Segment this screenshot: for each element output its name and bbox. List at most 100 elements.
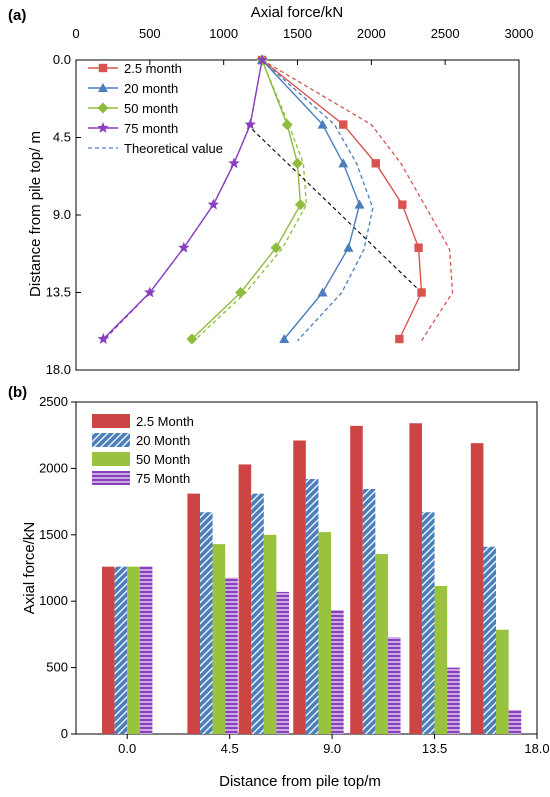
chart-b-bar [483, 546, 497, 734]
chart-a-data-point [97, 333, 110, 344]
chart-a-data-point [144, 286, 156, 298]
chart-a-legend-label: 75 month [124, 121, 178, 136]
chart-b-bar [350, 425, 363, 734]
chart-b-legend-label: 75 Month [136, 471, 190, 486]
chart-a-y-axis-title: Distance from pile top/ m [27, 131, 44, 297]
chart-a-x-tick-label: 3000 [505, 26, 534, 41]
chart-b-x-axis: 0.0 4.5 9.0 13.5 18.0 [118, 734, 550, 756]
chart-a-y-tick-label: 18.0 [46, 362, 71, 377]
chart-a-legend-marker [98, 63, 108, 73]
chart-a-data-point [178, 241, 190, 253]
chart-b-bar [387, 637, 401, 734]
chart-b-bar [375, 554, 388, 734]
chart-a-data-point [339, 120, 348, 129]
chart-b-bar [362, 488, 376, 734]
chart-b-bar [447, 667, 460, 734]
chart-b-bar [212, 544, 226, 734]
chart-a-series-line [261, 59, 361, 340]
chart-a-data-point [281, 119, 293, 131]
chart-a-data-point [317, 119, 328, 129]
chart-a-reference-line [246, 124, 422, 293]
chart-a-data-point [292, 157, 303, 169]
chart-b-legend-swatch [92, 433, 130, 447]
chart-a-legend-label: 2.5 month [124, 61, 182, 76]
chart-a-theoretical-line [193, 59, 308, 342]
chart-a-x-axis-title: Axial force/kN [251, 4, 344, 21]
chart-a-y-tick-label: 4.5 [53, 130, 71, 145]
chart-a-data-point [398, 200, 407, 209]
chart-b-y-axis-title: Axial force/kN [21, 522, 38, 615]
chart-a-y-tick-label: 0.0 [53, 52, 71, 67]
chart-b-bar [187, 493, 200, 734]
chart-a-x-tick-label: 2500 [431, 26, 460, 41]
chart-a-x-axis: 0 500 1000 1500 2000 2500 3000 [72, 26, 533, 65]
chart-b-bar [263, 534, 277, 734]
chart-b-legend-swatch [92, 414, 130, 428]
chart-b-x-tick-label: 4.5 [221, 741, 239, 756]
chart-b-bar [127, 566, 140, 734]
chart-b-legend-swatch [92, 452, 130, 466]
chart-a-data-point [343, 242, 354, 252]
chart-a-data-point [395, 334, 404, 344]
chart-b-legend: 2.5 Month 20 Month 50 Month 75 Month [92, 414, 194, 486]
chart-b-bar [409, 423, 422, 734]
chart-a-data-point [294, 199, 306, 211]
chart-b-y-tick-label: 1000 [39, 593, 68, 608]
chart-b-bar [276, 591, 290, 734]
chart-b-x-tick-label: 18.0 [524, 741, 549, 756]
chart-a-theoretical-line [261, 59, 454, 342]
chart-a-theoretical-line [261, 59, 374, 342]
chart-a-data-point [414, 243, 423, 252]
chart-b-bar [225, 577, 238, 734]
panel-label-b: (b) [8, 384, 27, 401]
chart-a-x-tick-label: 0 [72, 26, 79, 41]
chart-b-legend-label: 20 Month [136, 433, 190, 448]
chart-a: (a) Axial force/kN Distance from pile to… [8, 4, 533, 377]
chart-a-legend-marker [98, 83, 108, 92]
chart-b-bar [508, 709, 522, 734]
chart-b-bar [114, 566, 128, 734]
chart-b: (b) Distance from pile top/m Axial force… [8, 384, 550, 790]
chart-a-x-tick-label: 1500 [283, 26, 312, 41]
chart-b-bar [251, 493, 264, 734]
chart-b-bar [305, 479, 319, 734]
chart-a-data-point [270, 242, 282, 254]
chart-a-series [97, 54, 454, 345]
chart-b-bar [318, 532, 332, 734]
chart-a-data-point [317, 287, 328, 297]
chart-b-bar [470, 443, 484, 734]
chart-b-y-axis: 0 500 1000 1500 2000 2500 [39, 394, 76, 741]
chart-a-data-point [417, 288, 426, 297]
chart-b-bar [421, 512, 435, 734]
chart-b-bar [293, 440, 306, 734]
chart-b-bar [199, 512, 213, 734]
chart-b-bar [102, 566, 115, 734]
chart-b-legend-swatch [92, 471, 130, 485]
chart-b-x-axis-title: Distance from pile top/m [219, 773, 381, 790]
chart-b-legend-label: 2.5 Month [136, 414, 194, 429]
chart-a-y-tick-label: 9.0 [53, 207, 71, 222]
chart-a-data-point [354, 199, 365, 209]
chart-a-data-point [279, 334, 290, 343]
chart-b-x-tick-label: 0.0 [118, 741, 136, 756]
chart-b-y-tick-label: 500 [46, 660, 68, 675]
chart-a-legend-label: 50 month [124, 101, 178, 116]
chart-a-data-point [228, 157, 240, 169]
chart-a-data-point [235, 287, 247, 298]
chart-b-bar [331, 610, 344, 734]
chart-b-bar [139, 566, 153, 734]
chart-a-data-point [338, 158, 349, 168]
chart-a-x-tick-label: 500 [139, 26, 161, 41]
chart-b-bar [238, 464, 252, 734]
chart-a-data-point [244, 118, 256, 130]
chart-a-x-tick-label: 2000 [357, 26, 386, 41]
chart-a-series-line [261, 59, 423, 340]
panel-label-a: (a) [8, 7, 26, 24]
chart-a-y-axis: 0.0 4.5 9.0 13.5 18.0 [46, 52, 81, 377]
chart-b-y-tick-label: 2500 [39, 394, 68, 409]
chart-b-bars [102, 423, 522, 734]
chart-a-data-point [186, 333, 198, 345]
chart-a-x-tick-label: 1000 [209, 26, 238, 41]
chart-b-bar [496, 629, 509, 734]
